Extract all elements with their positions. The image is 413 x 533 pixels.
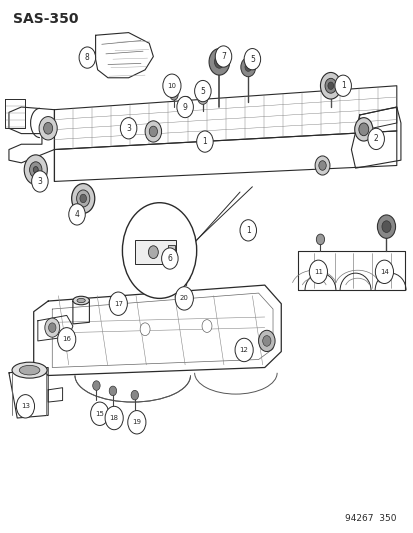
Circle shape xyxy=(48,323,56,333)
Text: 8: 8 xyxy=(85,53,90,62)
Circle shape xyxy=(327,82,333,90)
Circle shape xyxy=(262,336,270,346)
Circle shape xyxy=(354,118,372,141)
Bar xyxy=(135,240,176,264)
Text: 4: 4 xyxy=(74,210,79,219)
Circle shape xyxy=(194,80,211,102)
Circle shape xyxy=(57,328,76,351)
Circle shape xyxy=(93,381,100,390)
Circle shape xyxy=(161,248,178,269)
Text: 94267  350: 94267 350 xyxy=(344,514,396,523)
Ellipse shape xyxy=(73,296,89,305)
Text: 10: 10 xyxy=(167,83,176,89)
Circle shape xyxy=(45,318,59,337)
Circle shape xyxy=(197,91,208,104)
Circle shape xyxy=(128,410,145,434)
Circle shape xyxy=(367,128,384,150)
Circle shape xyxy=(24,155,47,184)
Circle shape xyxy=(148,246,158,259)
Circle shape xyxy=(235,338,253,362)
Circle shape xyxy=(377,215,394,238)
Circle shape xyxy=(80,194,86,203)
Circle shape xyxy=(244,49,260,70)
Text: 14: 14 xyxy=(379,269,388,275)
Text: 18: 18 xyxy=(109,415,119,421)
Circle shape xyxy=(316,234,324,245)
Circle shape xyxy=(79,47,95,68)
Circle shape xyxy=(375,260,392,284)
Ellipse shape xyxy=(77,298,85,303)
Text: 19: 19 xyxy=(132,419,141,425)
Text: 12: 12 xyxy=(239,347,248,353)
Text: 6: 6 xyxy=(167,254,172,263)
Circle shape xyxy=(258,330,274,352)
Text: 1: 1 xyxy=(340,81,345,90)
Text: 13: 13 xyxy=(21,403,30,409)
Circle shape xyxy=(324,78,336,93)
Circle shape xyxy=(196,131,213,152)
Text: 3: 3 xyxy=(37,177,42,186)
Circle shape xyxy=(314,156,329,175)
Circle shape xyxy=(181,96,191,109)
Circle shape xyxy=(33,166,38,173)
Circle shape xyxy=(69,204,85,225)
Circle shape xyxy=(214,55,224,68)
Text: 5: 5 xyxy=(249,55,254,63)
Text: 5: 5 xyxy=(200,86,205,95)
Text: SAS-350: SAS-350 xyxy=(13,12,78,27)
Circle shape xyxy=(39,117,57,140)
Circle shape xyxy=(145,121,161,142)
Circle shape xyxy=(122,203,196,298)
Text: 3: 3 xyxy=(126,124,131,133)
Text: 7: 7 xyxy=(221,52,225,61)
Ellipse shape xyxy=(12,362,47,378)
Circle shape xyxy=(31,171,48,192)
Circle shape xyxy=(71,183,95,213)
Circle shape xyxy=(105,406,123,430)
Circle shape xyxy=(29,162,42,177)
Text: 16: 16 xyxy=(62,336,71,342)
Text: 1: 1 xyxy=(245,226,250,235)
Circle shape xyxy=(169,90,178,100)
Circle shape xyxy=(240,220,256,241)
Circle shape xyxy=(109,292,127,316)
Circle shape xyxy=(17,394,34,418)
Circle shape xyxy=(76,190,90,207)
Circle shape xyxy=(334,75,351,96)
Text: 17: 17 xyxy=(114,301,123,306)
Circle shape xyxy=(202,320,211,333)
Circle shape xyxy=(162,74,180,98)
Circle shape xyxy=(240,58,255,77)
Text: 11: 11 xyxy=(313,269,322,275)
Text: 15: 15 xyxy=(95,411,104,417)
Text: 1: 1 xyxy=(202,137,207,146)
Text: 9: 9 xyxy=(182,102,187,111)
Circle shape xyxy=(244,63,251,71)
Circle shape xyxy=(120,118,137,139)
Circle shape xyxy=(90,402,109,425)
Circle shape xyxy=(358,123,368,136)
Circle shape xyxy=(320,72,340,99)
Circle shape xyxy=(131,390,138,400)
Ellipse shape xyxy=(19,366,40,375)
Circle shape xyxy=(140,323,150,336)
Circle shape xyxy=(149,126,157,137)
Circle shape xyxy=(209,49,229,75)
Circle shape xyxy=(109,386,116,395)
Circle shape xyxy=(175,287,193,310)
Bar xyxy=(167,245,175,259)
Circle shape xyxy=(43,123,52,134)
Circle shape xyxy=(318,161,325,170)
Circle shape xyxy=(309,260,327,284)
Circle shape xyxy=(215,46,231,67)
Circle shape xyxy=(381,221,390,232)
Text: 20: 20 xyxy=(179,295,188,301)
Circle shape xyxy=(176,96,193,118)
Circle shape xyxy=(182,271,190,281)
Text: 2: 2 xyxy=(373,134,377,143)
